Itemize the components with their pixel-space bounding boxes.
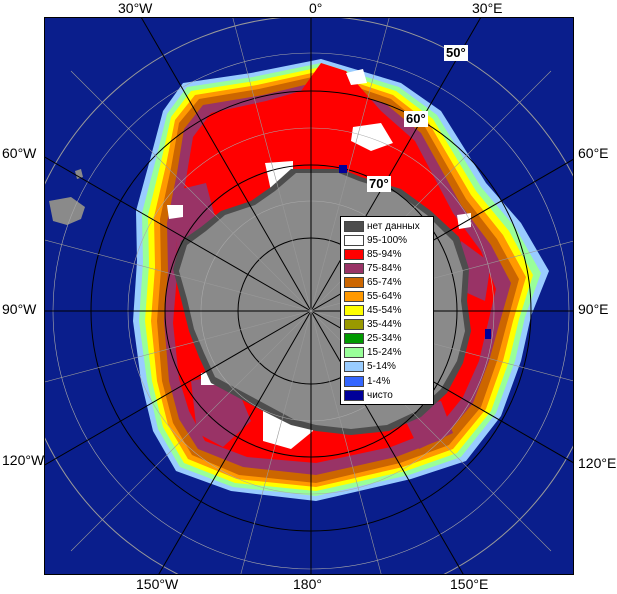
legend-swatch <box>344 319 364 331</box>
legend-item: 15-24% <box>341 346 433 360</box>
legend-swatch <box>344 248 364 260</box>
legend-swatch <box>344 389 364 401</box>
lat-label-50: 50° <box>444 45 468 61</box>
white-patch-4 <box>167 205 183 219</box>
marker-station-2 <box>485 329 491 339</box>
lon-label-60e-right: 60°E <box>578 145 609 161</box>
legend-item: 75-84% <box>341 261 433 275</box>
legend-label: 25-34% <box>367 333 402 345</box>
legend-item: 5-14% <box>341 360 433 374</box>
legend-swatch <box>344 305 364 317</box>
lat-label-70: 70° <box>367 176 391 192</box>
white-patch-9 <box>457 213 471 229</box>
lon-label-30e-top: 30°E <box>472 0 503 16</box>
legend-item: 65-74% <box>341 275 433 289</box>
legend-item: 45-54% <box>341 304 433 318</box>
legend-item: 55-64% <box>341 289 433 303</box>
legend-label: 45-54% <box>367 305 402 317</box>
lat-label-60: 60° <box>404 111 428 127</box>
legend-label: 75-84% <box>367 262 402 274</box>
lon-label-180-bottom: 180° <box>293 576 322 592</box>
legend-swatch <box>344 375 364 387</box>
purple-patch-east <box>461 241 491 301</box>
lon-label-90w-left: 90°W <box>2 301 37 317</box>
legend-item: 25-34% <box>341 332 433 346</box>
white-patch-1 <box>346 69 367 85</box>
legend-item: 35-44% <box>341 318 433 332</box>
legend-swatch <box>344 333 364 345</box>
marker-station-1 <box>339 165 347 173</box>
legend-swatch <box>344 220 364 232</box>
lon-label-120w-left: 120°W <box>2 452 45 468</box>
legend-label: нет данных <box>367 220 420 232</box>
legend-item: 1-4% <box>341 374 433 388</box>
lon-label-0-top: 0° <box>309 0 323 16</box>
legend-label: 65-74% <box>367 276 402 288</box>
lon-label-150e-bottom: 150°E <box>450 576 489 592</box>
lon-label-90e-right: 90°E <box>578 301 609 317</box>
legend-item: чисто <box>341 388 433 402</box>
lon-label-60w-left: 60°W <box>2 145 37 161</box>
legend-label: чисто <box>367 389 393 401</box>
legend-label: 55-64% <box>367 291 402 303</box>
legend-label: 1-4% <box>367 375 391 387</box>
legend-label: 95-100% <box>367 234 408 246</box>
legend-label: 35-44% <box>367 319 402 331</box>
legend-label: 85-94% <box>367 248 402 260</box>
legend-item: нет данных <box>341 219 433 233</box>
minor-meridians <box>45 18 573 574</box>
meridian-75e <box>45 240 573 383</box>
legend-label: 15-24% <box>367 347 402 359</box>
legend-swatch <box>344 276 364 288</box>
legend-swatch <box>344 347 364 359</box>
legend-swatch <box>344 234 364 246</box>
legend-swatch <box>344 262 364 274</box>
map-canvas <box>45 18 573 574</box>
lon-label-150w-bottom: 150°W <box>136 576 179 592</box>
sea-ice-map <box>44 17 574 575</box>
small-island <box>75 169 83 179</box>
legend-swatch <box>344 291 364 303</box>
legend-item: 85-94% <box>341 247 433 261</box>
legend-swatch <box>344 361 364 373</box>
lon-label-120e-right: 120°E <box>578 455 617 471</box>
legend-item: 95-100% <box>341 233 433 247</box>
lon-label-30w-top: 30°W <box>118 0 153 16</box>
legend-label: 5-14% <box>367 361 396 373</box>
legend: нет данных 95-100% 85-94% 75-84% 65-74% 55-64… <box>340 216 434 406</box>
white-patch-2 <box>351 123 393 151</box>
